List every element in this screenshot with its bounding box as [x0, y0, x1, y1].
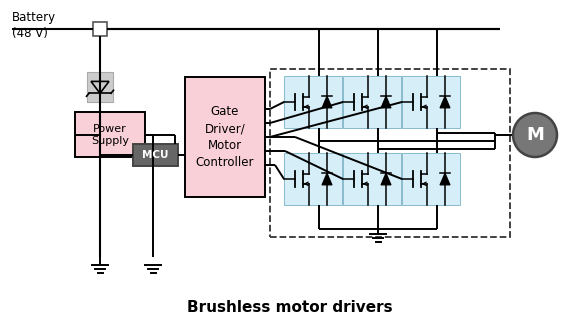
Bar — [343, 76, 401, 128]
Bar — [133, 144, 178, 166]
Polygon shape — [381, 173, 391, 185]
Bar — [284, 153, 342, 205]
Polygon shape — [322, 173, 332, 185]
Polygon shape — [381, 96, 391, 108]
Bar — [75, 112, 145, 157]
Text: M: M — [526, 126, 544, 144]
Bar — [87, 72, 113, 102]
Bar — [402, 153, 460, 205]
Text: Gate
Driver/
Motor
Controller: Gate Driver/ Motor Controller — [196, 105, 254, 169]
Text: MCU: MCU — [142, 150, 169, 160]
Bar — [343, 153, 401, 205]
Bar — [270, 69, 510, 237]
Polygon shape — [440, 96, 450, 108]
Polygon shape — [322, 96, 332, 108]
Text: Brushless motor drivers: Brushless motor drivers — [187, 300, 393, 315]
Bar — [185, 77, 265, 197]
Bar — [284, 76, 342, 128]
Text: Battery
(48 V): Battery (48 V) — [12, 11, 56, 40]
Polygon shape — [440, 173, 450, 185]
Bar — [402, 76, 460, 128]
Bar — [93, 22, 107, 36]
Circle shape — [513, 113, 557, 157]
Text: Power
Supply: Power Supply — [91, 124, 129, 146]
